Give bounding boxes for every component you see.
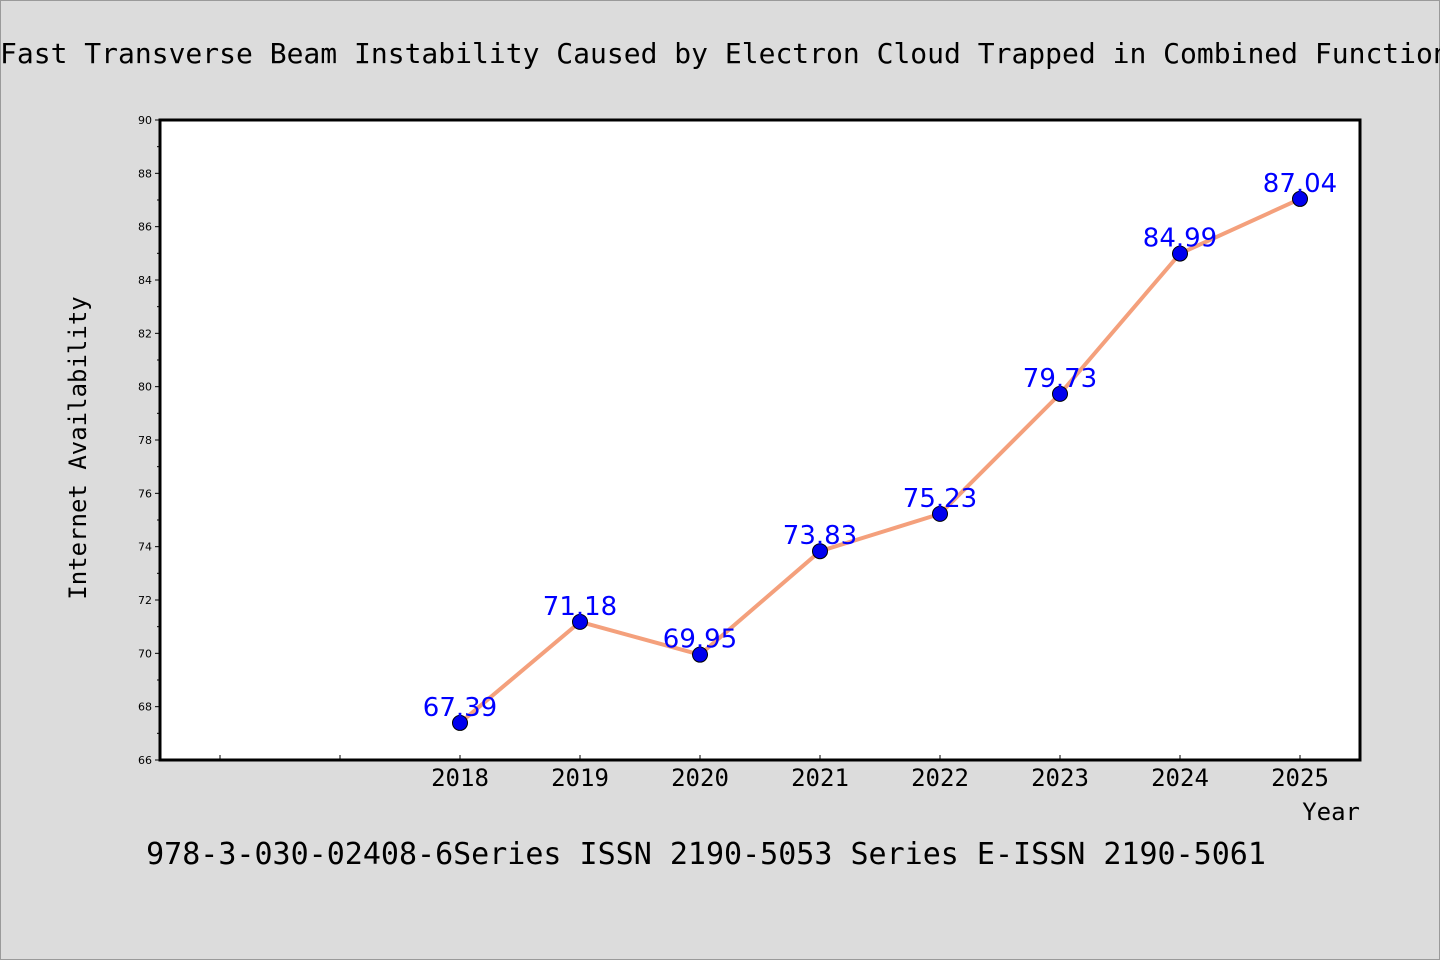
y-tick-label: 68 — [138, 701, 152, 714]
x-axis-label: Year — [1302, 798, 1360, 826]
x-tick-label: 2018 — [431, 764, 489, 792]
x-axis: 2018 2019 2020 2021 2022 2023 2024 2025 — [219, 755, 1329, 792]
y-tick-label: 74 — [138, 541, 152, 554]
y-tick-label: 80 — [138, 381, 152, 394]
plot-border — [158, 118, 1362, 762]
y-tick-label: 90 — [138, 114, 152, 127]
data-label: 71.18 — [543, 592, 617, 622]
data-label: 75.23 — [903, 484, 977, 514]
data-point — [1292, 190, 1308, 207]
y-tick-label: 66 — [138, 754, 152, 767]
y-tick-label: 84 — [138, 274, 152, 287]
series-line — [458, 197, 1301, 725]
chart-title: Fast Transverse Beam Instability Caused … — [0, 37, 1440, 70]
data-label: 84.99 — [1143, 224, 1217, 254]
data-label: 87.04 — [1263, 169, 1337, 199]
data-point — [932, 505, 948, 522]
plot-area — [160, 120, 1360, 760]
x-tick-label: 2022 — [911, 764, 969, 792]
data-point — [812, 543, 828, 560]
x-tick-label: 2025 — [1271, 764, 1329, 792]
x-tick-label: 2024 — [1151, 764, 1209, 792]
y-tick-label: 76 — [138, 487, 152, 500]
data-label: 79.73 — [1023, 364, 1097, 394]
y-tick-label: 86 — [138, 221, 152, 234]
y-tick-label: 70 — [138, 647, 152, 660]
y-tick-label: 88 — [138, 167, 152, 180]
data-point — [1172, 245, 1188, 262]
x-tick-label: 2019 — [551, 764, 609, 792]
x-tick-label: 2023 — [1031, 764, 1089, 792]
data-point — [452, 714, 468, 731]
y-tick-label: 82 — [138, 327, 152, 340]
x-tick-label: 2020 — [671, 764, 729, 792]
y-tick-label: 78 — [138, 434, 152, 447]
y-axis: 66 68 70 72 74 76 78 80 82 84 86 88 90 — [138, 114, 160, 767]
x-tick-label: 2021 — [791, 764, 849, 792]
caption: 978-3-030-02408-6Series ISSN 2190-5053 S… — [146, 837, 1266, 872]
data-point — [692, 646, 708, 663]
data-label: 69.95 — [663, 625, 737, 655]
data-label: 73.83 — [783, 521, 857, 551]
data-point — [572, 613, 588, 630]
y-tick-label: 72 — [138, 594, 152, 607]
data-point — [1052, 385, 1068, 402]
y-axis-label: Internet Availability — [64, 296, 92, 599]
data-label: 67.39 — [423, 693, 497, 723]
series-0: 67.39 71.18 69.95 73.83 75.23 79.73 84.99 87.04 — [423, 169, 1337, 731]
